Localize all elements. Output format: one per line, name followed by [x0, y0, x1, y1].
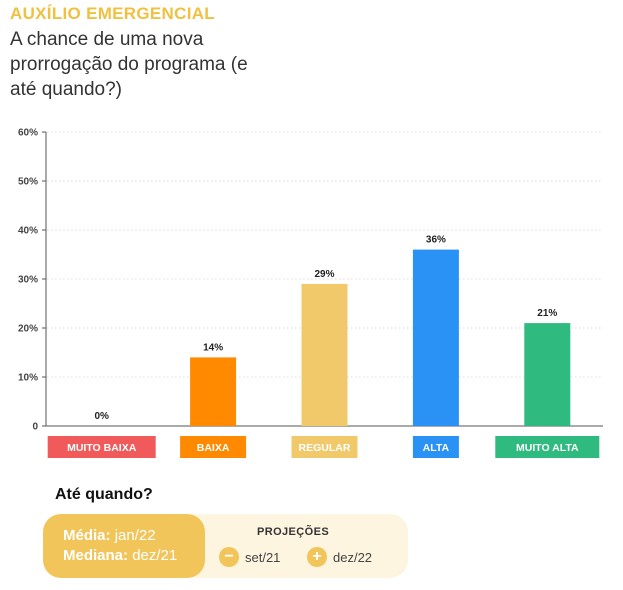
category-label-box: [291, 436, 358, 458]
y-tick-label: 30%: [18, 275, 38, 286]
category-label: ALTA: [423, 442, 450, 454]
category-label-box: [47, 436, 156, 458]
until-title: Até quando?: [55, 486, 153, 503]
projections-title: PROJEÇÕES: [257, 526, 330, 538]
bar-alta: [412, 249, 459, 426]
category-label-box: [495, 436, 600, 458]
y-tick-label: 50%: [18, 177, 38, 188]
y-tick-label: 20%: [18, 324, 38, 335]
mediana-value: dez/21: [132, 547, 178, 564]
data-label: 36%: [426, 235, 446, 246]
minus-icon: −: [219, 547, 239, 567]
category-label: REGULAR: [299, 442, 351, 454]
category-label: BAIXA: [197, 442, 230, 454]
data-label: 21%: [537, 308, 557, 319]
category-label: MUITO ALTA: [516, 442, 579, 454]
data-label: 14%: [203, 342, 223, 353]
y-tick-label: 60%: [18, 128, 38, 139]
category-label: MUITO BAIXA: [67, 442, 137, 454]
chart-subtitle: A chance de uma nova prorrogação do prog…: [10, 29, 248, 100]
projection-plus-value: dez/22: [333, 549, 373, 565]
y-tick-label: 0: [32, 422, 38, 433]
category-label-box: [412, 436, 459, 458]
header: AUXÍLIO EMERGENCIAL A chance de uma nova…: [10, 4, 270, 102]
mediana-line: Mediana: dez/21: [63, 547, 177, 564]
media-value: jan/22: [114, 527, 156, 544]
media-label: Média:: [63, 527, 111, 544]
projection-panel: Média: jan/22 Mediana: dez/21 PROJEÇÕES …: [43, 514, 408, 578]
data-label: 0%: [94, 411, 109, 422]
y-tick-label: 40%: [18, 226, 38, 237]
projection-minus: − set/21: [219, 546, 280, 568]
bar-baixa: [190, 357, 237, 426]
bar-chart: 0 10% 20% 30% 40% 50% 60% 0% MUITO BAIXA 14% BAIXA…: [18, 128, 603, 458]
bar-muito-alta: [524, 323, 571, 426]
projection-minus-value: set/21: [245, 549, 281, 565]
bar-regular: [301, 283, 348, 426]
category-label-box: [180, 436, 247, 458]
projection-plus: + dez/22: [307, 546, 372, 568]
mediana-label: Mediana:: [63, 547, 129, 564]
stats-box: Média: jan/22 Mediana: dez/21: [43, 514, 205, 578]
kicker-title: AUXÍLIO EMERGENCIAL: [10, 4, 215, 23]
data-label: 29%: [314, 269, 334, 280]
y-tick-label: 10%: [18, 373, 38, 384]
media-line: Média: jan/22: [63, 527, 156, 544]
plus-icon: +: [307, 547, 327, 567]
